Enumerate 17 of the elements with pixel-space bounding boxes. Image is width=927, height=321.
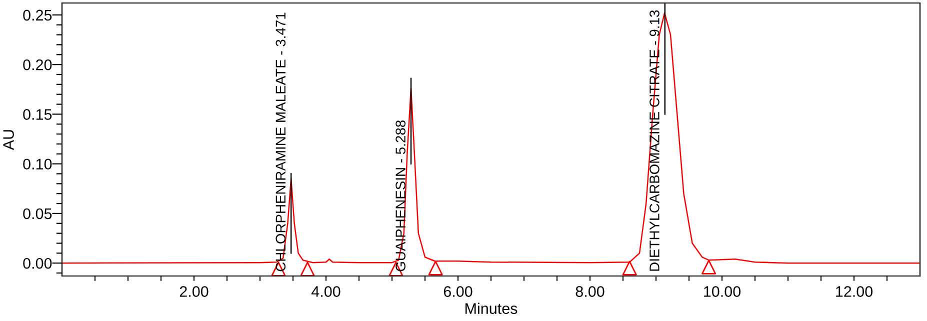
x-tick-label: 2.00 xyxy=(180,286,208,297)
x-tick-label: 8.00 xyxy=(576,286,604,297)
annotation: DIETHYLCARBOMAZINE CITRATE - 9.13 xyxy=(650,10,660,271)
x-tick-label: 4.00 xyxy=(311,286,340,297)
y-tick-label: 0.20 xyxy=(23,59,52,70)
y-tick-label: 0.05 xyxy=(23,208,52,220)
y-tick-label: 0.25 xyxy=(23,10,52,21)
x-tick-label: 10.00 xyxy=(704,286,741,297)
x-axis-title: Minutes xyxy=(466,302,518,314)
y-tick-label: 0.10 xyxy=(23,158,52,170)
y-tick-label: 0.00 xyxy=(23,258,52,269)
annotation: CHLORPHENIRAMINE MALEATE - 3.471 xyxy=(276,12,286,272)
x-tick-label: 12.00 xyxy=(836,286,873,297)
annotation: GUAIPHENESIN - 5.288 xyxy=(396,120,406,272)
x-tick-label: 6.00 xyxy=(444,286,472,297)
y-tick-label: 0.15 xyxy=(23,109,52,120)
y-axis-title: AU xyxy=(3,130,14,150)
